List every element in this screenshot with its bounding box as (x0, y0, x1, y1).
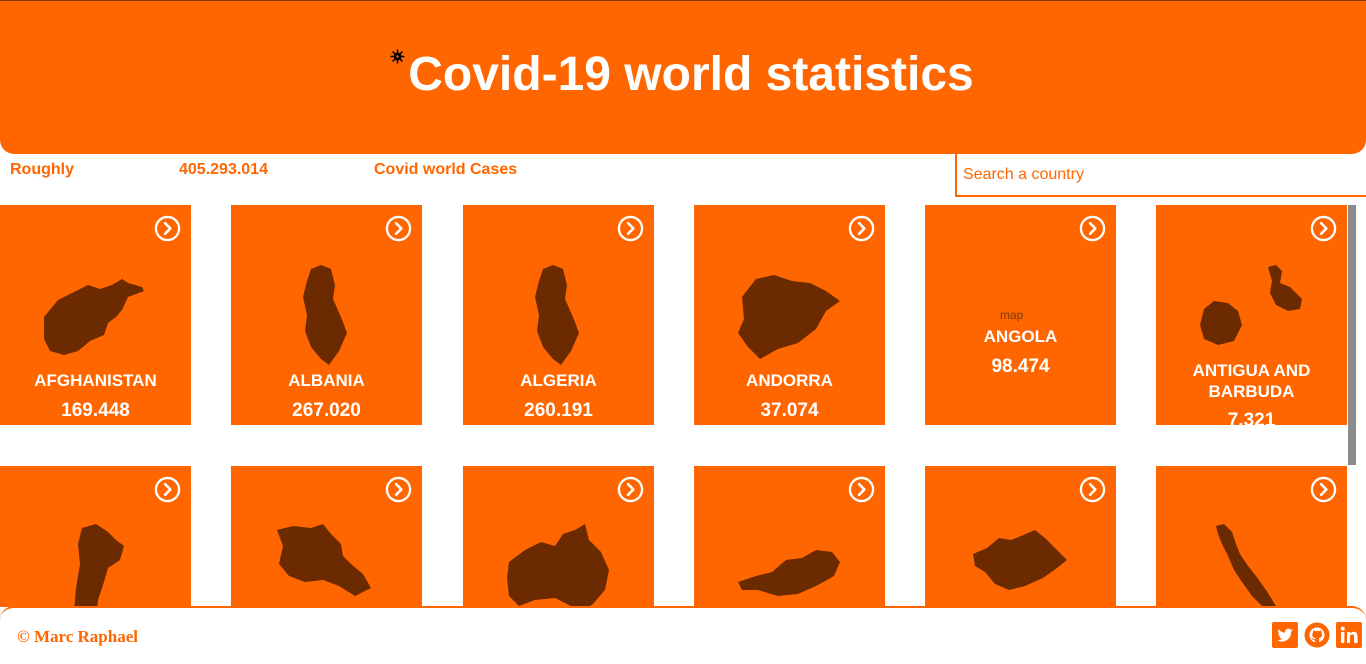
country-map (507, 524, 609, 607)
arrow-right-circle-icon[interactable] (1310, 215, 1337, 242)
country-map-afghanistan (44, 279, 144, 355)
page-title-text: Covid-19 world statistics (408, 48, 974, 101)
country-card[interactable] (925, 466, 1116, 607)
country-name: ALBANIA (288, 371, 365, 390)
country-map-albania (303, 265, 347, 365)
arrow-right-circle-icon[interactable] (1310, 476, 1337, 503)
arrow-right-circle-icon[interactable] (385, 476, 412, 503)
title-wrap: Covid-19 world statistics (0, 47, 1366, 102)
country-cases: 37.074 (760, 400, 819, 421)
country-card-andorra[interactable]: ANDORRA 37.074 (694, 205, 885, 425)
country-card[interactable] (1156, 466, 1347, 607)
grid-scrollbar[interactable] (1347, 205, 1357, 607)
broken-map-image: map (1000, 308, 1024, 322)
arrow-right-circle-icon[interactable] (848, 215, 875, 242)
twitter-icon[interactable] (1272, 622, 1298, 648)
header: Covid-19 world statistics (0, 0, 1366, 154)
arrow-right-circle-icon[interactable] (385, 215, 412, 242)
arrow-right-circle-icon[interactable] (1079, 215, 1106, 242)
stats-prefix: Roughly (10, 161, 74, 178)
stats-total: 405.293.014 (179, 161, 268, 178)
country-name: ANGOLA (983, 327, 1058, 346)
country-map (277, 524, 371, 596)
arrow-right-circle-icon[interactable] (1079, 476, 1106, 503)
country-name: ANTIGUA AND BARBUDA (1192, 361, 1311, 401)
search-input[interactable] (955, 154, 1366, 197)
country-card[interactable] (463, 466, 654, 607)
country-card-angola[interactable]: map ANGOLA 98.474 (925, 205, 1116, 425)
country-map (1216, 524, 1277, 607)
country-name: ANDORRA (746, 371, 833, 390)
arrow-right-circle-icon[interactable] (617, 215, 644, 242)
country-name: AFGHANISTAN (34, 371, 157, 390)
arrow-right-circle-icon[interactable] (154, 215, 181, 242)
country-name: ALGERIA (520, 371, 597, 390)
github-icon[interactable] (1304, 622, 1330, 648)
scrollbar-thumb[interactable] (1348, 205, 1356, 465)
country-map-antigua-and-barbuda (1200, 265, 1302, 345)
country-map-andorra (738, 275, 840, 359)
footer: © Marc Raphael (0, 606, 1366, 664)
country-card[interactable] (0, 466, 191, 607)
country-cases: 7.321 (1227, 410, 1276, 425)
arrow-right-circle-icon[interactable] (617, 476, 644, 503)
country-card-algeria[interactable]: ALGERIA 260.191 (463, 205, 654, 425)
country-card-afghanistan[interactable]: AFGHANISTAN 169.448 (0, 205, 191, 425)
country-map (973, 530, 1067, 590)
arrow-right-circle-icon[interactable] (848, 476, 875, 503)
country-map-algeria (535, 265, 579, 365)
arrow-right-circle-icon[interactable] (154, 476, 181, 503)
country-cases: 169.448 (61, 400, 130, 421)
country-cases: 267.020 (292, 400, 361, 421)
virus-icon (390, 49, 405, 64)
country-card-antigua-and-barbuda[interactable]: ANTIGUA AND BARBUDA 7.321 (1156, 205, 1347, 425)
country-grid: AFGHANISTAN 169.448 ALBANIA 267.020 ALGE… (0, 205, 1347, 607)
page-title: Covid-19 world statistics (390, 47, 974, 102)
country-cases: 260.191 (524, 400, 593, 421)
country-card[interactable] (231, 466, 422, 607)
stats-suffix: Covid world Cases (374, 161, 518, 178)
country-card[interactable] (694, 466, 885, 607)
country-cases: 98.474 (991, 356, 1050, 377)
country-map (74, 524, 124, 607)
copyright: © Marc Raphael (17, 627, 138, 646)
country-map (738, 550, 840, 596)
country-card-albania[interactable]: ALBANIA 267.020 (231, 205, 422, 425)
linkedin-icon[interactable] (1336, 622, 1362, 648)
